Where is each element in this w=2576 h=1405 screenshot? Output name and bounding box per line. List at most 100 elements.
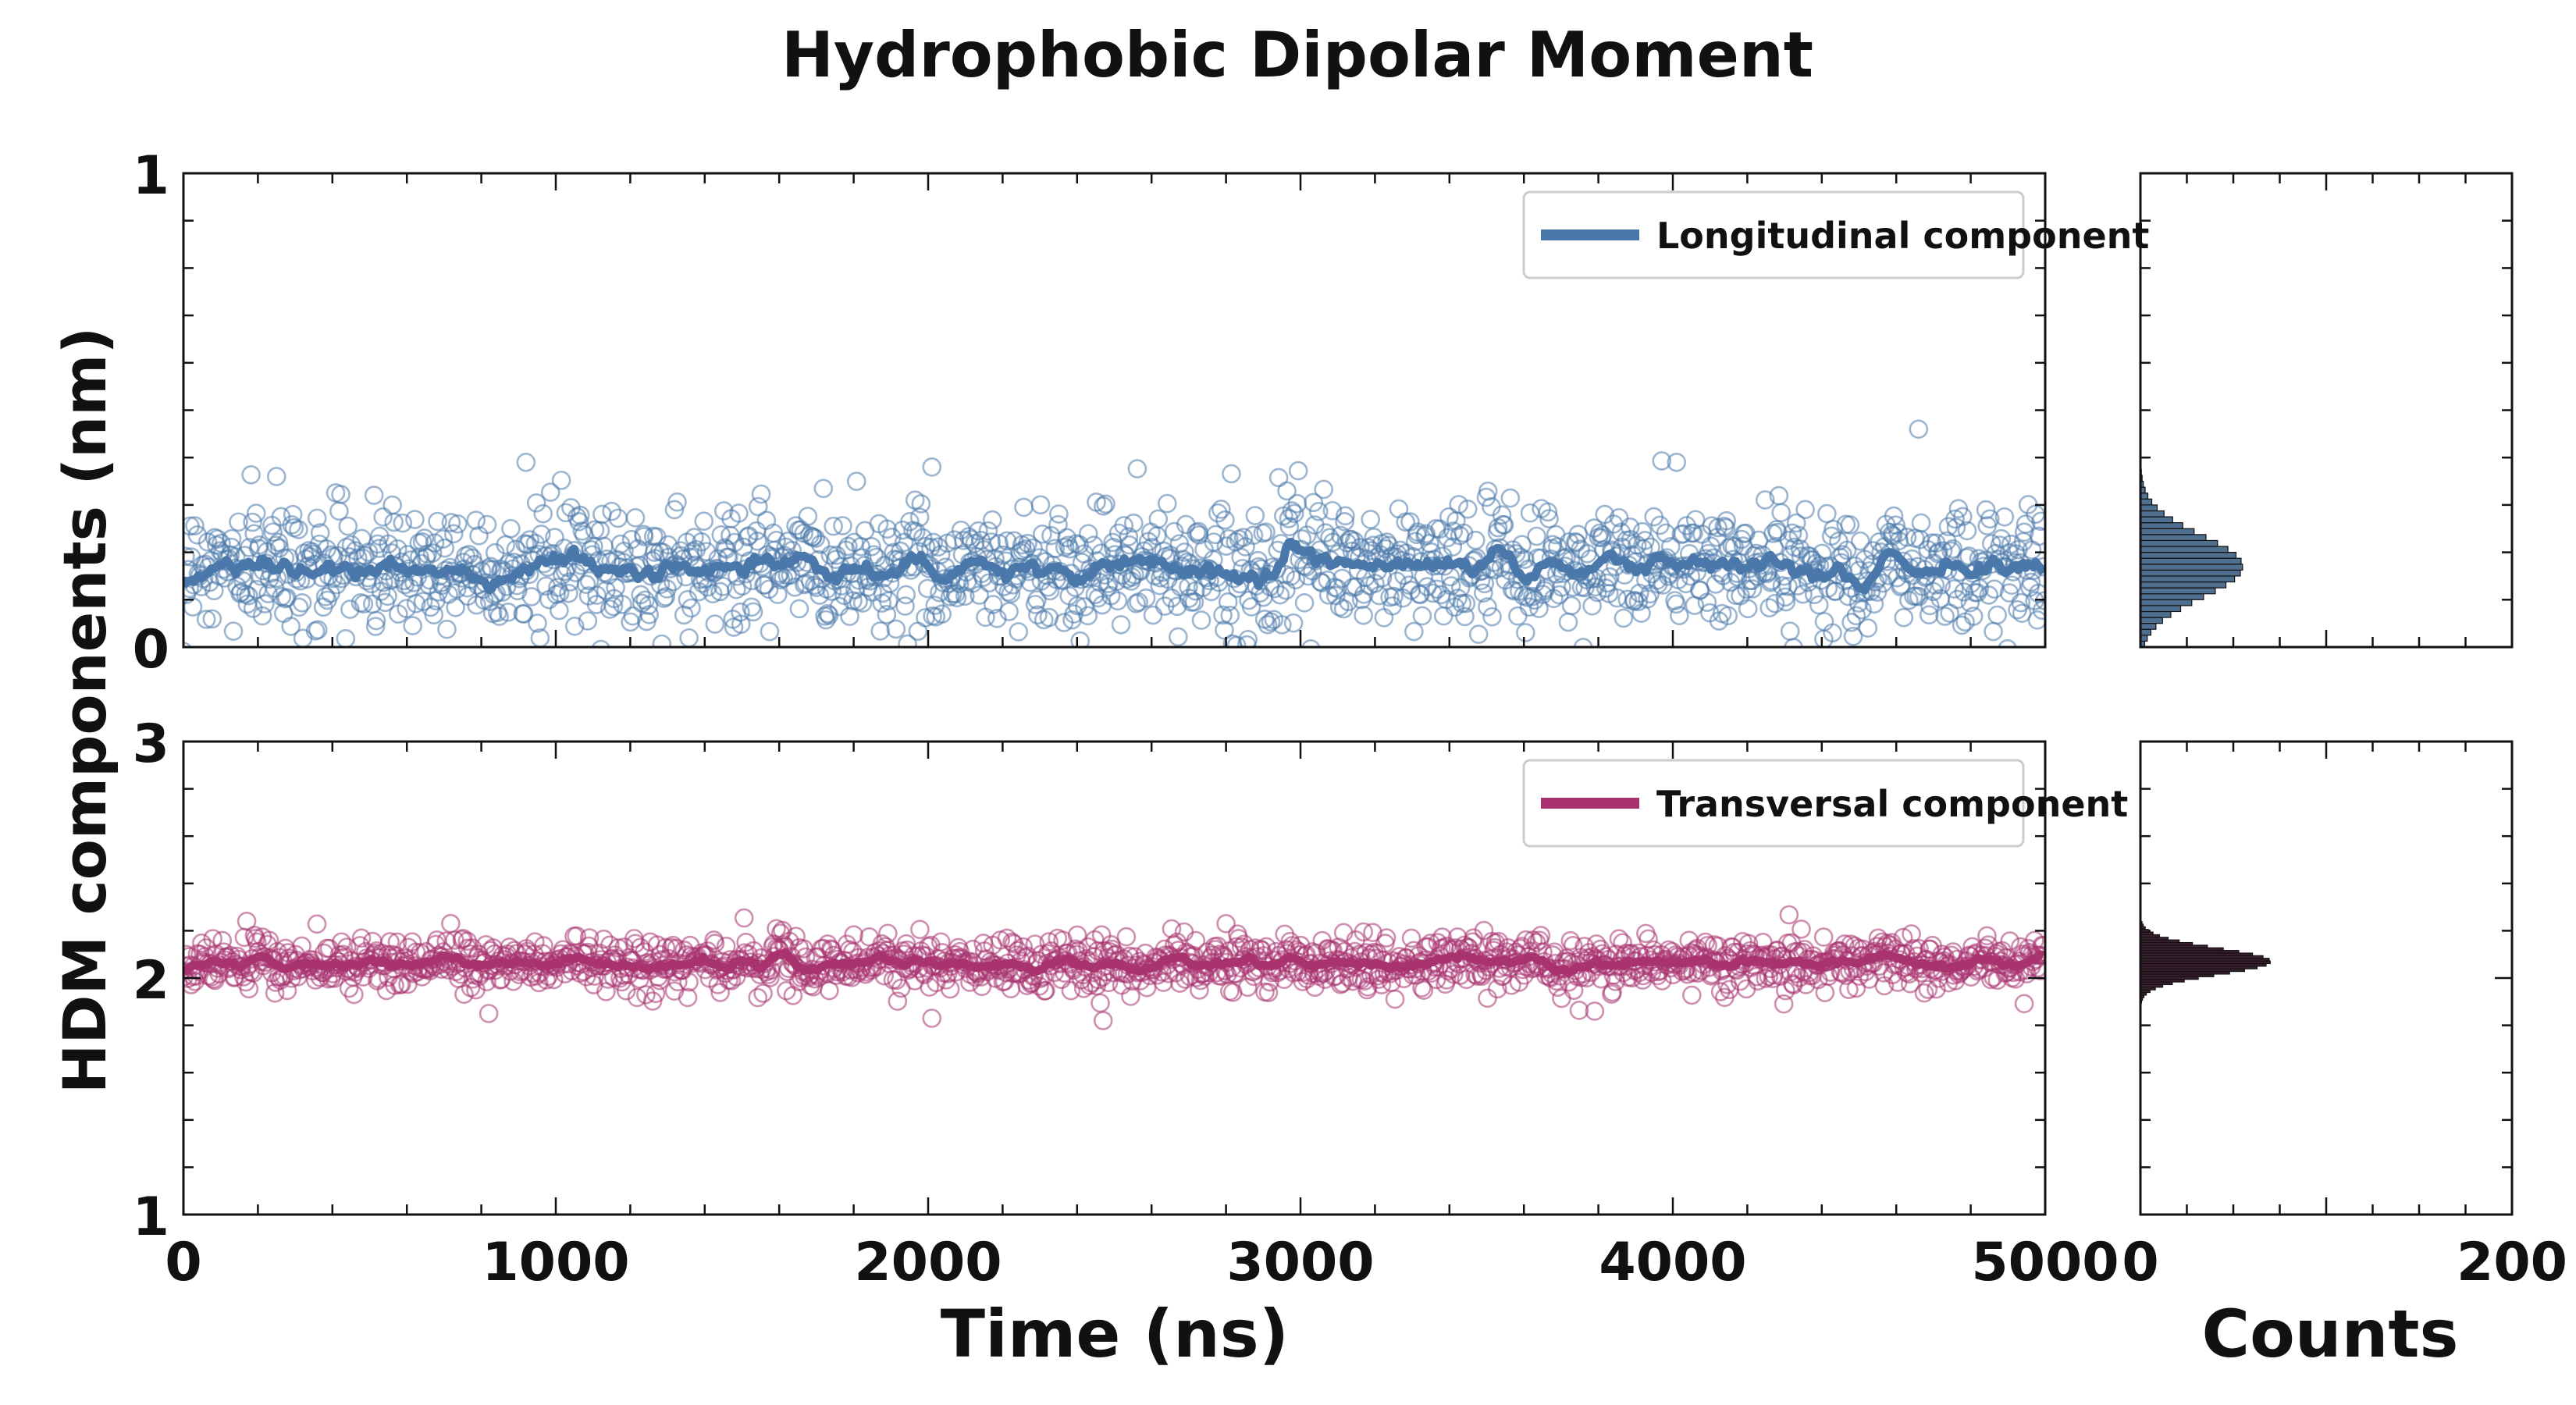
data-point — [1241, 597, 1261, 617]
data-point — [1552, 988, 1571, 1008]
data-point — [183, 546, 195, 567]
data-point — [425, 533, 445, 553]
data-point — [1070, 631, 1091, 647]
data-point — [1979, 585, 1999, 605]
histogram-bar — [2140, 504, 2158, 512]
data-point — [1667, 452, 1687, 472]
data-point — [1478, 988, 1497, 1008]
histogram-bar — [2140, 528, 2195, 535]
data-point — [1667, 594, 1686, 614]
data-point — [843, 591, 863, 610]
data-point — [1374, 607, 1394, 628]
data-point — [263, 522, 283, 542]
data-point — [863, 582, 883, 602]
data-point — [602, 501, 621, 521]
data-point — [1412, 606, 1432, 626]
data-point — [1036, 980, 1055, 1001]
data-point — [1116, 927, 1137, 947]
data-point — [338, 516, 358, 536]
data-point — [1482, 606, 1502, 627]
data-point — [240, 538, 259, 557]
data-point — [910, 919, 930, 940]
data-point — [1515, 623, 1535, 642]
data-point — [1765, 593, 1785, 614]
data-point — [639, 605, 659, 624]
data-point — [1218, 592, 1238, 612]
histogram-bar — [2140, 628, 2152, 636]
histogram-bar — [2140, 546, 2229, 553]
data-point — [1710, 982, 1731, 1001]
data-point — [1742, 579, 1763, 599]
data-point — [1529, 599, 1549, 618]
data-point — [393, 513, 413, 533]
data-point — [731, 614, 751, 635]
histogram-bar — [2140, 539, 2218, 547]
data-point — [743, 602, 763, 622]
data-point — [1049, 504, 1069, 524]
data-point — [1999, 542, 2019, 563]
data-point — [1111, 614, 1131, 635]
data-point — [1404, 621, 1424, 642]
data-point — [1288, 461, 1308, 481]
y-tick-label: 2 — [133, 950, 169, 1012]
data-point — [1041, 525, 1061, 546]
y-tick-label: 0 — [133, 619, 169, 681]
data-point — [281, 617, 301, 636]
data-point — [634, 527, 654, 546]
data-point — [2001, 575, 2022, 596]
data-point — [613, 595, 632, 614]
data-point — [570, 505, 590, 525]
data-point — [254, 594, 275, 614]
data-point — [1609, 507, 1629, 528]
y-axis-label: HDM components (nm) — [50, 327, 119, 1094]
data-point — [1558, 612, 1578, 632]
data-point — [1387, 571, 1407, 592]
data-point — [1220, 606, 1240, 625]
data-point — [1308, 502, 1329, 521]
data-point — [1761, 571, 1781, 591]
data-point — [308, 620, 328, 640]
data-point — [635, 590, 655, 610]
data-point — [252, 606, 272, 626]
data-point — [900, 511, 920, 532]
data-point — [877, 605, 897, 624]
x-tick-label: 0 — [165, 1232, 201, 1293]
legend-label: Longitudinal component — [1656, 215, 2149, 257]
data-point — [654, 589, 674, 608]
data-point — [928, 537, 948, 557]
data-point — [800, 571, 820, 591]
data-point — [1478, 597, 1497, 617]
data-point — [1244, 525, 1264, 546]
y-tick-label: 1 — [133, 1186, 169, 1248]
data-point — [1633, 539, 1653, 559]
data-point — [1245, 506, 1265, 525]
data-point — [922, 1008, 942, 1028]
data-point — [731, 602, 750, 622]
data-point — [905, 490, 925, 510]
data-point — [277, 980, 297, 1001]
data-point — [1283, 613, 1304, 633]
data-point — [1508, 606, 1528, 626]
data-point — [1695, 932, 1715, 952]
data-point — [716, 936, 736, 956]
data-point — [1261, 612, 1281, 631]
data-point — [501, 518, 521, 539]
data-point — [237, 911, 257, 931]
legend-box — [1522, 190, 2025, 279]
data-point — [713, 577, 733, 596]
data-point — [1186, 930, 1206, 951]
data-point — [705, 614, 725, 634]
data-point — [1914, 983, 1934, 1003]
data-point — [1258, 983, 1279, 1002]
data-point — [874, 966, 895, 986]
data-point — [258, 584, 278, 603]
data-point — [833, 516, 852, 535]
data-point — [1635, 531, 1655, 550]
data-point — [1067, 925, 1087, 945]
data-point — [289, 520, 308, 539]
data-point — [911, 494, 931, 514]
data-point — [1948, 589, 1967, 610]
data-point — [364, 486, 384, 505]
data-point — [526, 493, 546, 513]
data-point — [531, 525, 551, 544]
